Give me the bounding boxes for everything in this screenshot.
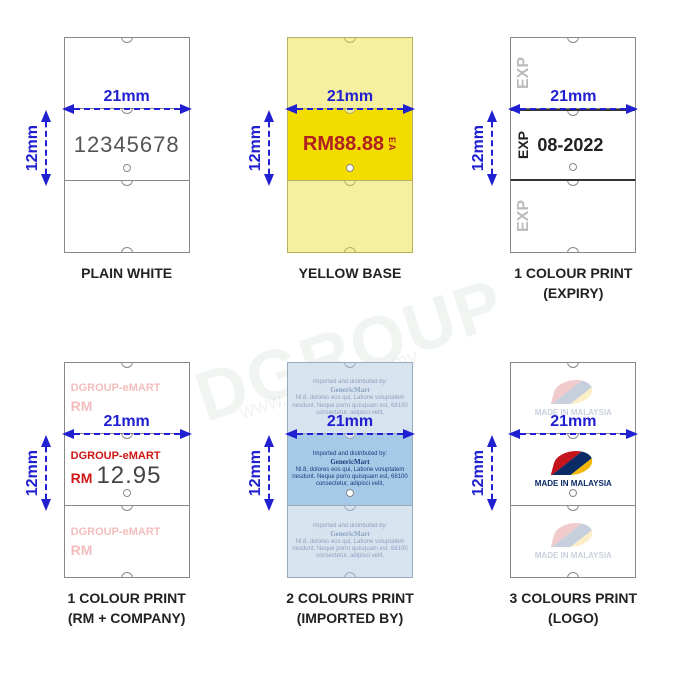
label-roll: 12345678 — [64, 37, 190, 253]
import-text: Imported and distributed by:GenericMartN… — [288, 448, 412, 492]
label-roll: EXP EXP 08-2022 EXP — [510, 37, 636, 253]
height-dimension: 12mm — [24, 112, 47, 184]
malaysia-flag-icon — [554, 451, 592, 475]
caption: 1 COLOUR PRINT(RM + COMPANY) — [68, 589, 186, 628]
cell-expiry: 21mm 12mm EXP EXP 08-2022 EXP 1 COLOUR P… — [477, 40, 670, 345]
price-value: 12.95 — [96, 462, 161, 490]
label-roll: Imported and distributed by:GenericMartN… — [287, 362, 413, 578]
ea-suffix: EA — [387, 137, 397, 152]
company-name: DGROUP-eMART — [71, 450, 161, 462]
caption: 1 COLOUR PRINT(EXPIRY) — [514, 264, 632, 303]
sample-number: 12345678 — [74, 132, 180, 158]
width-dimension: 21mm — [64, 88, 190, 110]
cell-rm-company: 21mm 12mm DGROUP-eMART RM DGROUP-eMART R… — [30, 365, 223, 670]
expiry-date: 08-2022 — [537, 135, 603, 156]
label-roll: DGROUP-eMART RM DGROUP-eMART RM 12.95 DG… — [64, 362, 190, 578]
caption: 2 COLOURS PRINT(IMPORTED BY) — [286, 589, 414, 628]
label-grid: 21mm 12mm 12345678 PLAIN WHITE 21mm 12mm… — [0, 0, 700, 700]
malaysia-flag-icon — [554, 380, 592, 404]
cell-plain-white: 21mm 12mm 12345678 PLAIN WHITE — [30, 40, 223, 345]
exp-label: EXP — [515, 131, 531, 159]
made-in-malaysia: MADE IN MALAYSIA — [535, 479, 612, 488]
caption: 3 COLOURS PRINT(LOGO) — [510, 589, 638, 628]
malaysia-flag-icon — [554, 523, 592, 547]
sample-price: RM88.88 — [303, 133, 384, 156]
caption: PLAIN WHITE — [81, 264, 172, 284]
cell-logo: 21mm 12mm MADE IN MALAYSIA MADE IN MALAY… — [477, 365, 670, 670]
label-roll: MADE IN MALAYSIA MADE IN MALAYSIA MADE I… — [510, 362, 636, 578]
currency: RM — [71, 470, 93, 486]
caption: YELLOW BASE — [299, 264, 402, 284]
cell-yellow-base: 21mm 12mm RM88.88 EA YELLOW BASE — [253, 40, 446, 345]
cell-imported-by: 21mm 12mm Imported and distributed by:Ge… — [253, 365, 446, 670]
label-roll: RM88.88 EA — [287, 37, 413, 253]
